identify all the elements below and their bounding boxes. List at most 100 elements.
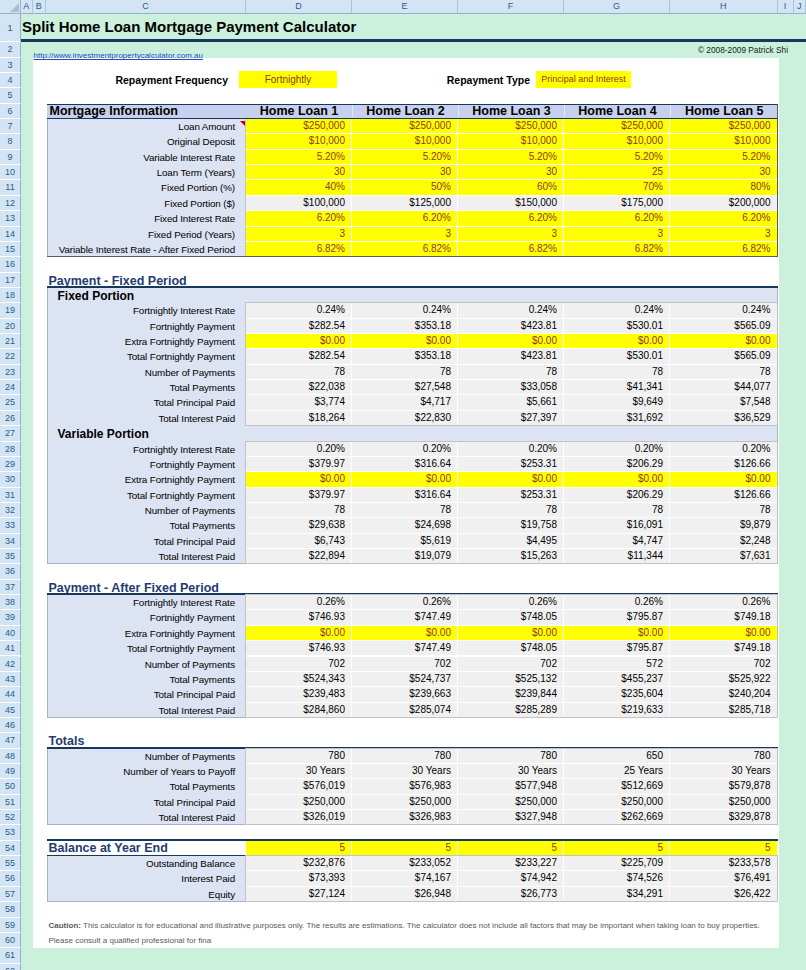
row-header-9[interactable]: 9 <box>0 150 21 165</box>
payment-after-fixed-period-cell[interactable]: 702 <box>352 657 457 671</box>
payment-after-fixed-period-cell[interactable]: $795.87 <box>564 641 669 655</box>
payment-fixed-period-cell[interactable]: $253.31 <box>458 457 563 471</box>
payment-after-fixed-period-cell[interactable]: $749.18 <box>670 641 777 655</box>
row-header-34[interactable]: 34 <box>0 534 21 549</box>
payment-fixed-period-cell[interactable]: $31,692 <box>564 411 669 425</box>
payment-fixed-period-cell[interactable]: 0.24% <box>246 303 351 317</box>
payment-after-fixed-period-cell[interactable]: $285,289 <box>458 703 563 717</box>
mortgage-cell[interactable]: $150,000 <box>458 196 563 210</box>
payment-after-fixed-period-cell[interactable]: $0.00 <box>458 626 563 640</box>
payment-fixed-period-cell[interactable]: $6,743 <box>246 534 351 548</box>
payment-fixed-period-cell[interactable]: 78 <box>246 365 351 379</box>
payment-fixed-period-cell[interactable]: $0.00 <box>352 334 457 348</box>
balance-cell[interactable]: $26,948 <box>352 887 457 901</box>
payment-fixed-period-cell[interactable]: $0.00 <box>246 334 351 348</box>
payment-fixed-period-cell[interactable]: $206.29 <box>564 457 669 471</box>
payment-fixed-period-cell[interactable]: $0.00 <box>670 472 777 486</box>
payment-fixed-period-cell[interactable]: 0.24% <box>352 303 457 317</box>
payment-fixed-period-cell[interactable]: $27,548 <box>352 380 457 394</box>
totals-cell[interactable]: $250,000 <box>458 795 563 809</box>
payment-fixed-period-cell[interactable]: 0.20% <box>246 442 351 456</box>
payment-after-fixed-period-cell[interactable]: $747.49 <box>352 641 457 655</box>
payment-fixed-period-cell[interactable]: $29,638 <box>246 518 351 532</box>
payment-fixed-period-cell[interactable]: 78 <box>670 365 777 379</box>
row-header-7[interactable]: 7 <box>0 119 21 134</box>
mortgage-cell[interactable]: 3 <box>352 227 457 241</box>
payment-fixed-period-cell[interactable]: 0.20% <box>564 442 669 456</box>
payment-after-fixed-period-cell[interactable]: $749.18 <box>670 610 777 624</box>
totals-cell[interactable]: $329,878 <box>670 810 777 824</box>
row-header-25[interactable]: 25 <box>0 395 21 410</box>
totals-cell[interactable]: $327,948 <box>458 810 563 824</box>
payment-after-fixed-period-cell[interactable]: 702 <box>670 657 777 671</box>
row-header-15[interactable]: 15 <box>0 242 21 257</box>
mortgage-cell[interactable]: 3 <box>564 227 669 241</box>
row-header-62[interactable]: 62 <box>0 964 21 970</box>
row-header-12[interactable]: 12 <box>0 196 21 211</box>
balance-cell[interactable]: $74,526 <box>564 871 669 885</box>
payment-fixed-period-cell[interactable]: 78 <box>670 503 777 517</box>
payment-fixed-period-cell[interactable]: $11,344 <box>564 549 669 563</box>
column-header-G[interactable]: G <box>564 0 670 14</box>
row-header-10[interactable]: 10 <box>0 165 21 180</box>
mortgage-cell[interactable]: 3 <box>670 227 777 241</box>
mortgage-cell[interactable]: $10,000 <box>670 134 777 148</box>
payment-fixed-period-cell[interactable]: $126.66 <box>670 457 777 471</box>
payment-fixed-period-cell[interactable]: $0.00 <box>564 472 669 486</box>
repayment-frequency-input[interactable]: Fortnightly <box>239 71 337 88</box>
row-header-38[interactable]: 38 <box>0 595 21 610</box>
payment-fixed-period-cell[interactable]: 78 <box>564 365 669 379</box>
mortgage-cell[interactable]: 3 <box>246 227 351 241</box>
row-header-2[interactable]: 2 <box>0 42 21 57</box>
totals-cell[interactable]: 30 Years <box>458 764 563 778</box>
totals-cell[interactable]: 780 <box>458 749 563 763</box>
row-header-31[interactable]: 31 <box>0 488 21 503</box>
balance-cell[interactable]: $233,227 <box>458 856 563 870</box>
row-header-40[interactable]: 40 <box>0 626 21 641</box>
row-header-23[interactable]: 23 <box>0 365 21 380</box>
payment-after-fixed-period-cell[interactable]: $524,343 <box>246 672 351 686</box>
payment-fixed-period-cell[interactable]: $423.81 <box>458 349 563 363</box>
row-header-53[interactable]: 53 <box>0 825 21 840</box>
mortgage-cell[interactable]: $250,000 <box>670 119 777 133</box>
row-header-17[interactable]: 17 <box>0 273 21 288</box>
payment-after-fixed-period-cell[interactable]: 702 <box>246 657 351 671</box>
row-header-16[interactable]: 16 <box>0 257 21 272</box>
balance-cell[interactable]: $233,578 <box>670 856 777 870</box>
payment-fixed-period-cell[interactable]: 0.20% <box>670 442 777 456</box>
payment-after-fixed-period-cell[interactable]: $0.00 <box>564 626 669 640</box>
totals-cell[interactable]: $326,019 <box>246 810 351 824</box>
payment-fixed-period-cell[interactable]: $27,397 <box>458 411 563 425</box>
mortgage-cell[interactable]: 30 <box>670 165 777 179</box>
payment-fixed-period-cell[interactable]: $19,758 <box>458 518 563 532</box>
payment-after-fixed-period-cell[interactable]: 0.26% <box>564 595 669 609</box>
payment-fixed-period-cell[interactable]: 78 <box>352 365 457 379</box>
payment-after-fixed-period-cell[interactable]: $525,132 <box>458 672 563 686</box>
mortgage-cell[interactable]: 70% <box>564 180 669 194</box>
payment-after-fixed-period-cell[interactable]: $748.05 <box>458 641 563 655</box>
totals-cell[interactable]: 30 Years <box>246 764 351 778</box>
row-header-11[interactable]: 11 <box>0 180 21 195</box>
mortgage-cell[interactable]: 30 <box>352 165 457 179</box>
totals-cell[interactable]: 780 <box>246 749 351 763</box>
column-header-E[interactable]: E <box>352 0 458 14</box>
row-header-14[interactable]: 14 <box>0 227 21 242</box>
totals-cell[interactable]: $512,669 <box>564 779 669 793</box>
row-header-42[interactable]: 42 <box>0 657 21 672</box>
payment-fixed-period-cell[interactable]: $206.29 <box>564 488 669 502</box>
row-header-43[interactable]: 43 <box>0 672 21 687</box>
mortgage-cell[interactable]: 6.20% <box>564 211 669 225</box>
payment-after-fixed-period-cell[interactable]: 0.26% <box>458 595 563 609</box>
row-header-48[interactable]: 48 <box>0 749 21 764</box>
mortgage-cell[interactable]: $10,000 <box>458 134 563 148</box>
mortgage-cell[interactable]: 5.20% <box>670 150 777 164</box>
payment-fixed-period-cell[interactable]: $4,495 <box>458 534 563 548</box>
payment-after-fixed-period-cell[interactable]: $747.49 <box>352 610 457 624</box>
row-header-44[interactable]: 44 <box>0 687 21 702</box>
row-header-58[interactable]: 58 <box>0 902 21 917</box>
row-header-45[interactable]: 45 <box>0 703 21 718</box>
payment-after-fixed-period-cell[interactable]: $0.00 <box>246 626 351 640</box>
column-header-I[interactable]: I <box>778 0 794 14</box>
row-header-49[interactable]: 49 <box>0 764 21 779</box>
select-all-corner[interactable] <box>0 0 21 14</box>
